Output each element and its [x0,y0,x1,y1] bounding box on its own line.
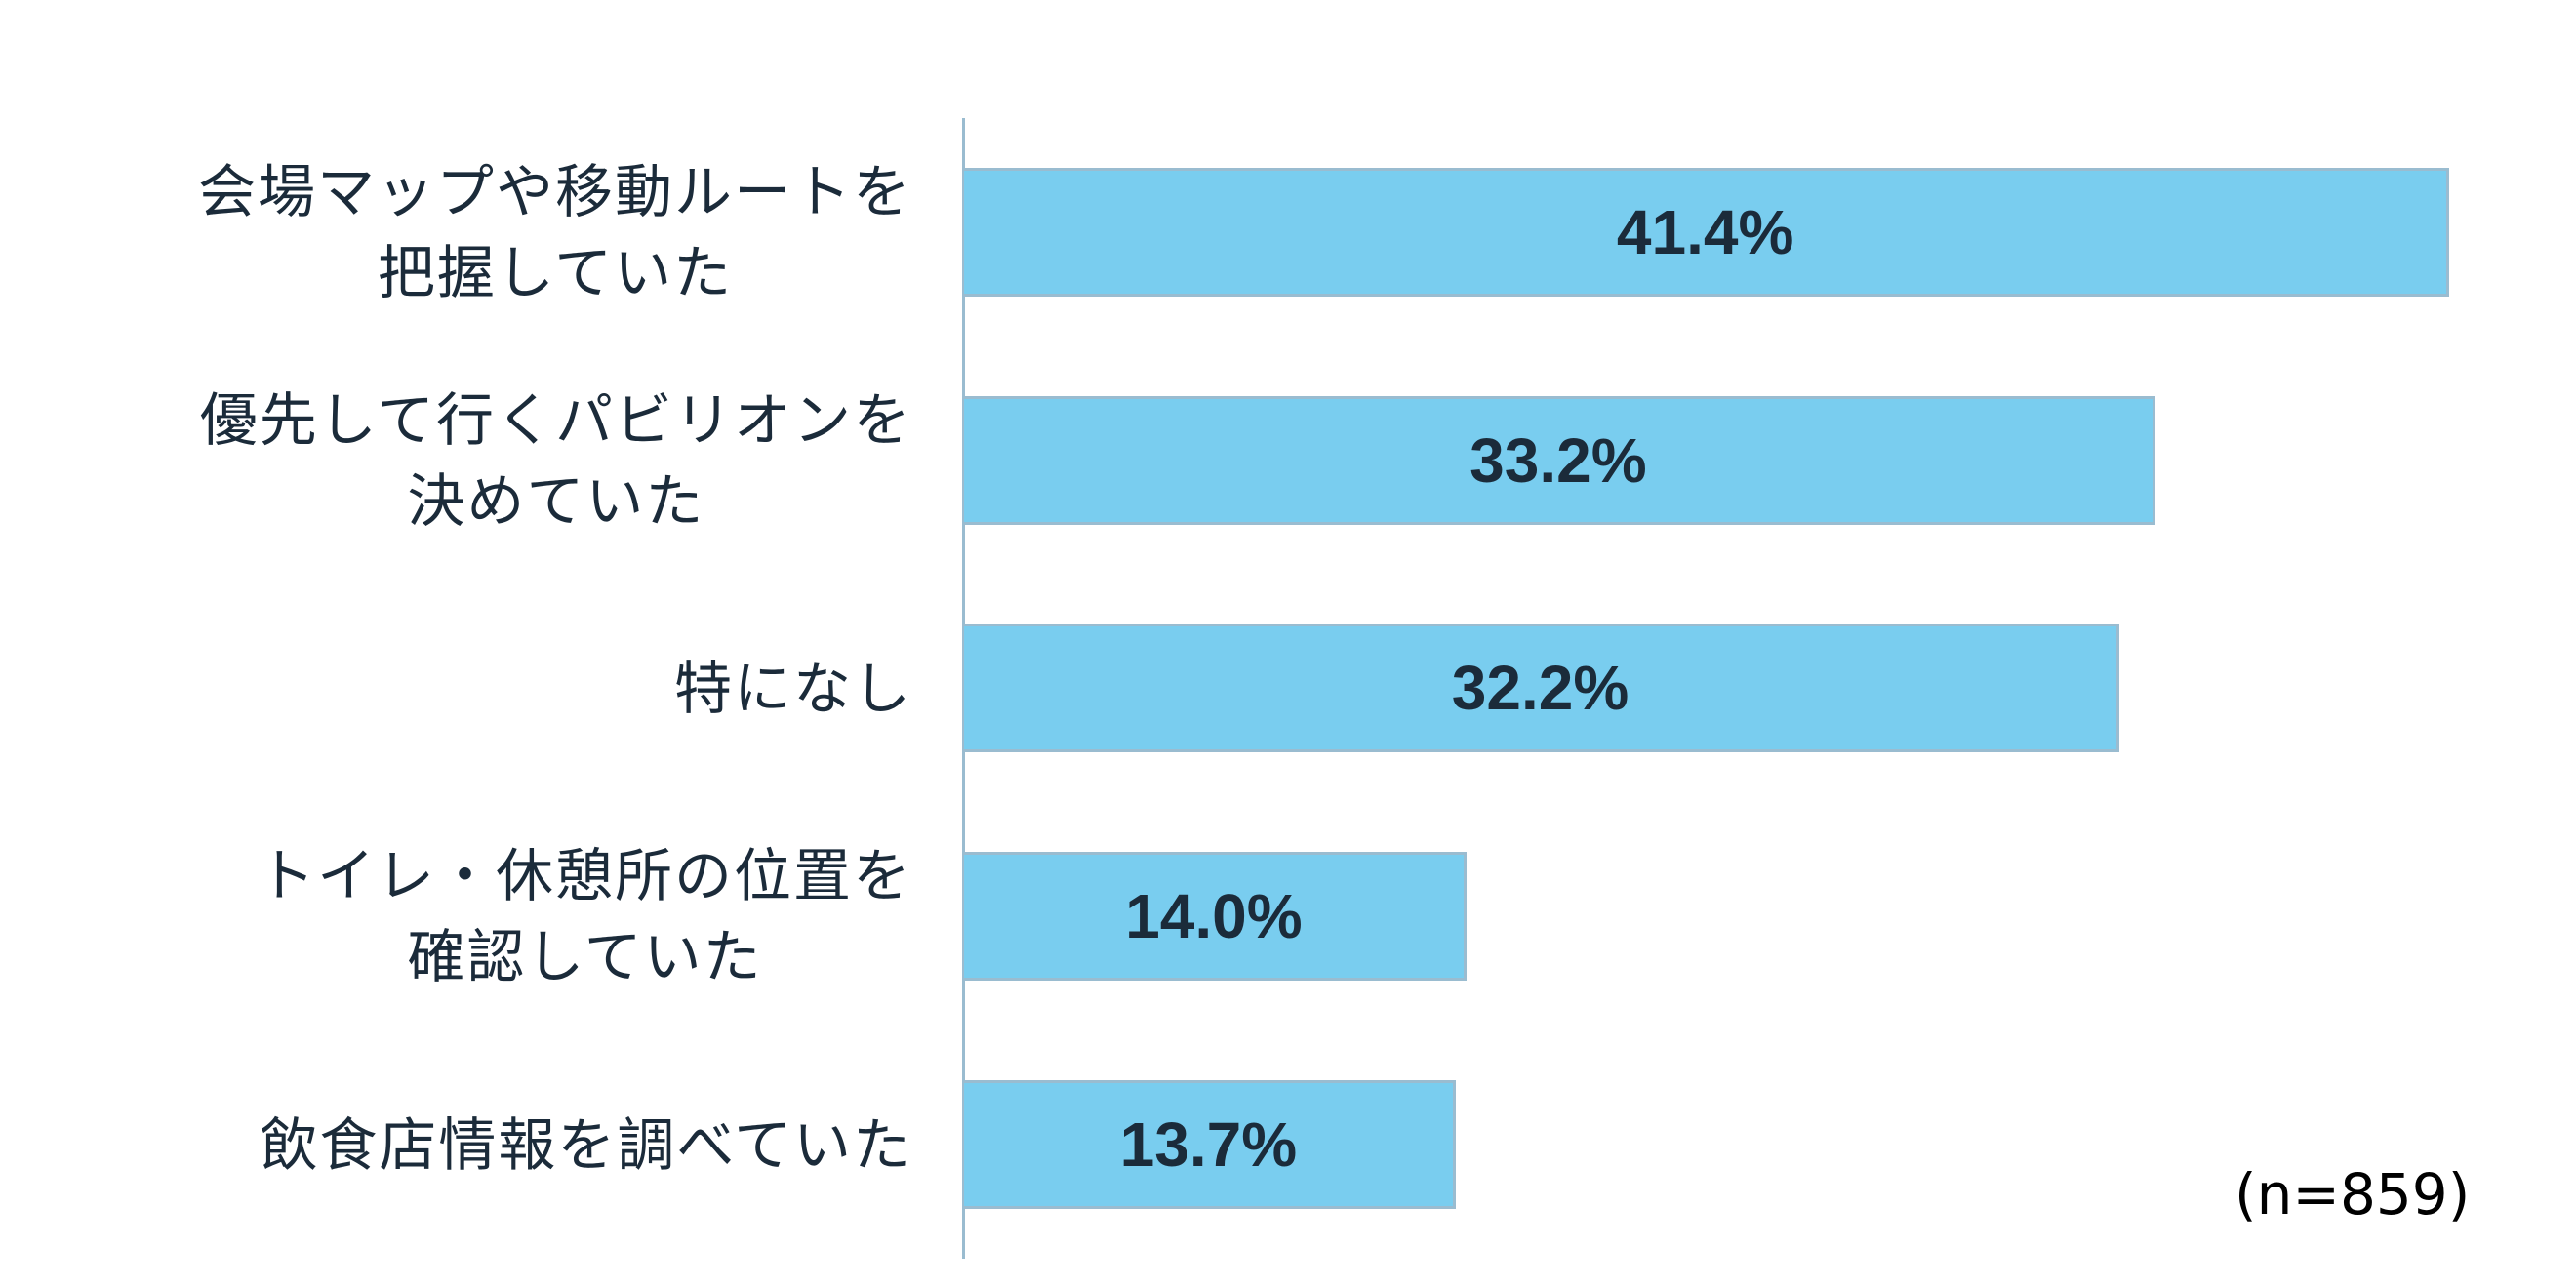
category-label-text: 特になし [673,654,912,722]
data-label: 41.4% [1616,197,1794,267]
data-label: 32.2% [1451,653,1630,723]
bar: 41.4% [964,168,2450,297]
category-label-text: 優先して行くパビリオンを 決めていた [199,386,912,535]
category-label-text: トイレ・休憩所の位置を 確認していた [257,842,912,990]
category-label: 会場マップや移動ルートを 把握していた [198,158,912,306]
data-label: 33.2% [1469,425,1647,496]
chart-row: 優先して行くパビリオンを 決めていた 33.2% [0,386,2576,535]
bar: 33.2% [964,396,2155,525]
bar: 32.2% [964,624,2119,752]
chart-row: 特になし 32.2% [0,624,2576,752]
chart-row: 会場マップや移動ルートを 把握していた 41.4% [0,158,2576,306]
category-label: 特になし [674,624,912,752]
category-axis-line [962,118,965,1259]
data-label: 13.7% [1119,1109,1298,1180]
sample-size-note: (n=859) [2234,1161,2471,1228]
chart-row: トイレ・休憩所の位置を 確認していた 14.0% [0,842,2576,990]
category-label-text: 会場マップや移動ルートを 把握していた [197,158,912,306]
category-label: 優先して行くパビリオンを 決めていた [200,386,912,535]
bar: 14.0% [964,852,1467,981]
category-label-text: 飲食店情報を調べていた [260,1110,912,1179]
data-label: 14.0% [1125,881,1303,951]
bar: 13.7% [964,1080,1456,1209]
category-label: トイレ・休憩所の位置を 確認していた [258,842,912,990]
chart-row: 飲食店情報を調べていた 13.7% [0,1080,2576,1209]
category-label: 飲食店情報を調べていた [260,1080,912,1209]
